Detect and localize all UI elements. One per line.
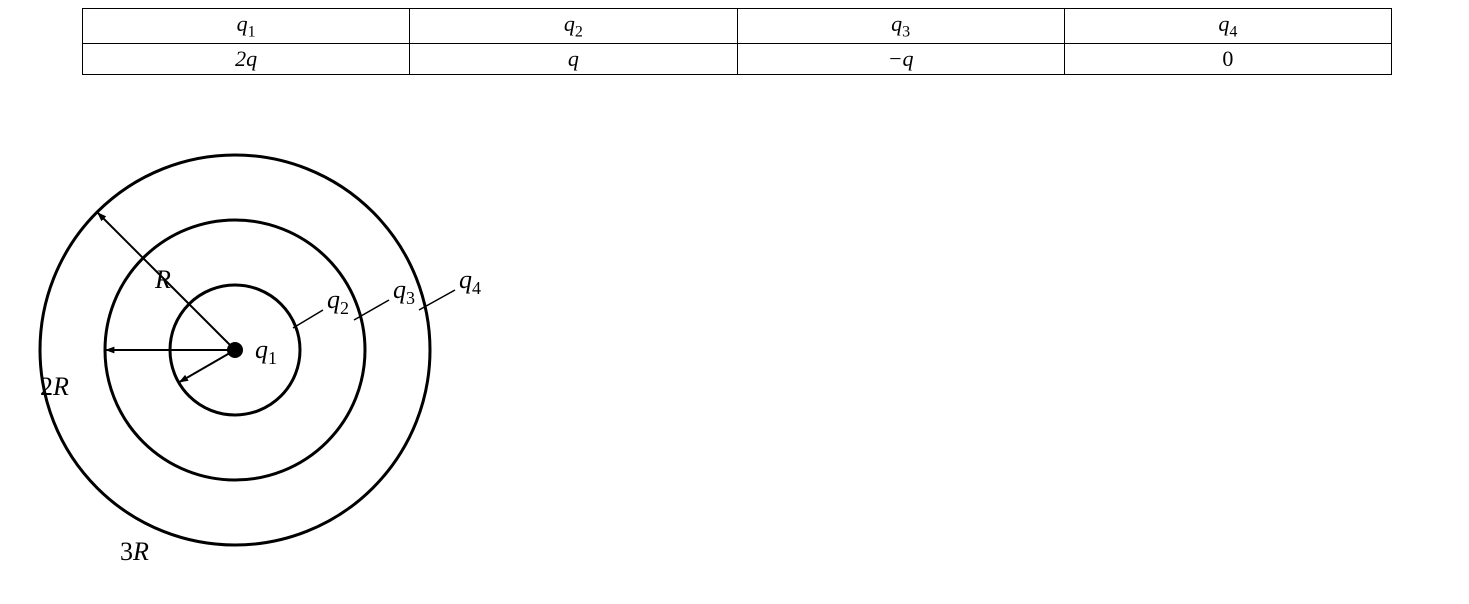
value-q1: 2q xyxy=(83,44,410,75)
svg-text:q3: q3 xyxy=(393,275,415,308)
concentric-shells-diagram: R 2R 3R q1 q2 q3 q4 xyxy=(15,130,535,595)
table-header-row: q1 q2 q3 q4 xyxy=(83,9,1392,44)
table: q1 q2 q3 q4 2q q −q 0 xyxy=(82,8,1392,75)
header-q1: q1 xyxy=(83,9,410,44)
header-q3: q3 xyxy=(737,9,1064,44)
value-q3: −q xyxy=(737,44,1064,75)
header-q4: q4 xyxy=(1064,9,1391,44)
svg-text:R: R xyxy=(154,265,171,294)
header-q2: q2 xyxy=(410,9,737,44)
svg-text:q4: q4 xyxy=(459,265,481,298)
svg-text:q1: q1 xyxy=(255,335,277,368)
svg-text:2R: 2R xyxy=(40,372,69,401)
svg-text:q2: q2 xyxy=(327,285,349,318)
diagram-svg: R 2R 3R q1 q2 q3 q4 xyxy=(15,130,535,590)
charge-table: q1 q2 q3 q4 2q q −q 0 xyxy=(82,8,1392,75)
value-q2: q xyxy=(410,44,737,75)
value-q4: 0 xyxy=(1064,44,1391,75)
table-value-row: 2q q −q 0 xyxy=(83,44,1392,75)
svg-text:3R: 3R xyxy=(120,537,149,566)
